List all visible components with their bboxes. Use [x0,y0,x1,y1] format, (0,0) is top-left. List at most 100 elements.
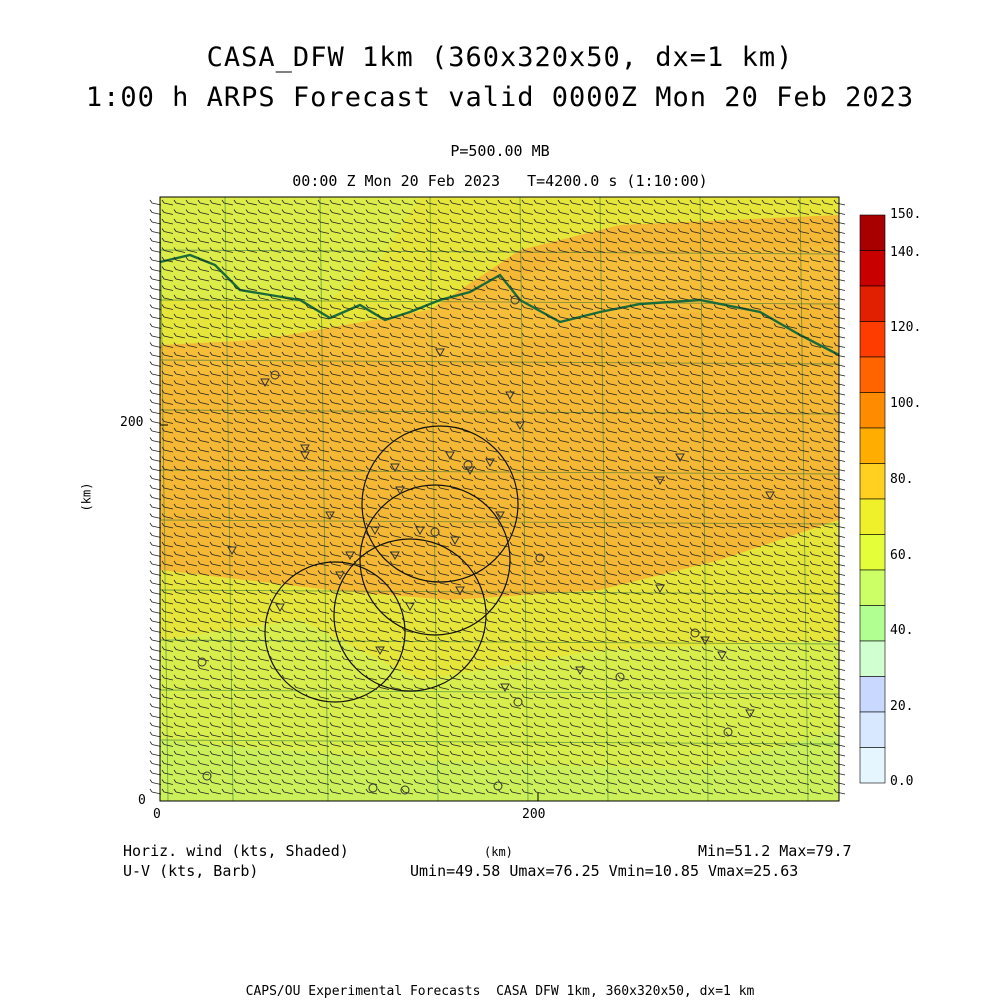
wind-barb-icon [581,304,594,310]
wind-barb-icon [725,627,738,633]
wind-barb-icon [617,465,630,472]
wind-barb-icon [641,218,654,225]
wind-barb-icon [833,779,846,785]
wind-barb-icon [233,361,246,367]
wind-barb-icon [689,370,702,377]
wind-barb-icon [233,627,246,633]
wind-barb-icon [809,579,822,586]
wind-barb-icon [413,332,426,339]
wind-barb-icon [557,522,570,529]
wind-barb-icon [713,598,726,605]
wind-barb-icon [521,285,534,291]
wind-barb-icon [725,294,738,301]
wind-barb-icon [245,418,258,424]
wind-barb-icon [221,598,234,605]
wind-barb-icon [581,684,594,690]
wind-barb-icon [221,693,234,700]
wind-barb-icon [245,665,258,671]
wind-barb-icon [605,351,618,358]
wind-barb-icon [689,741,702,747]
wind-barb-icon [605,494,618,500]
wind-barb-icon [317,199,330,206]
wind-barb-icon [461,446,474,453]
wind-barb-icon [245,608,258,614]
wind-barb-icon [533,703,546,709]
station-triangle-icon [505,391,515,401]
wind-barb-icon [221,589,234,595]
wind-barb-icon [833,551,846,557]
wind-barb-icon [497,408,510,415]
wind-barb-icon [617,427,630,434]
wind-barb-icon [209,342,222,348]
wind-barb-icon [773,598,786,605]
wind-barb-icon [557,627,570,633]
wind-barb-icon [689,323,702,329]
wind-barb-icon [149,608,162,614]
wind-barb-icon [749,560,762,567]
wind-barb-icon [389,351,402,358]
wind-barb-icon [401,361,414,367]
wind-barb-icon [773,627,786,633]
wind-barb-icon [617,522,630,529]
wind-barb-icon [737,475,750,481]
wind-barb-icon [557,456,570,462]
wind-barb-icon [713,589,726,595]
station-triangle-icon [500,683,510,693]
wind-barb-icon [689,617,702,624]
wind-barb-icon [569,494,582,500]
wind-barb-icon [677,560,690,567]
wind-barb-icon [677,475,690,481]
wind-barb-icon [329,389,342,396]
wind-barb-icon [605,484,618,491]
wind-barb-icon [161,703,174,709]
wind-barb-icon [305,703,318,709]
wind-barb-icon [389,361,402,367]
wind-barb-icon [737,446,750,453]
wind-barb-icon [341,608,354,614]
wind-barb-icon [641,446,654,453]
wind-barb-icon [281,361,294,367]
wind-barb-icon [221,304,234,310]
wind-barb-icon [557,275,570,282]
wind-barb-icon [461,608,474,614]
wind-barb-icon [413,370,426,377]
wind-barb-icon [149,760,162,766]
wind-barb-icon [809,655,822,662]
wind-barb-icon [689,731,702,738]
wind-barb-icon [461,323,474,329]
wind-barb-icon [581,503,594,510]
wind-barb-icon [497,475,510,481]
wind-barb-icon [809,418,822,424]
wind-barb-icon [485,779,498,785]
wind-barb-icon [677,342,690,348]
wind-barb-icon [785,256,798,263]
wind-barb-icon [209,608,222,614]
wind-barb-icon [497,484,510,491]
wind-barb-icon [761,522,774,529]
wind-barb-icon [245,513,258,519]
wind-barb-icon [245,275,258,282]
wind-barb-icon [401,313,414,320]
wind-barb-icon [425,427,438,434]
wind-barb-icon [797,456,810,462]
wind-barb-icon [665,275,678,282]
wind-barb-icon [149,342,162,348]
wind-barb-icon [461,256,474,263]
wind-barb-icon [509,361,522,367]
wind-barb-icon [293,608,306,614]
wind-barb-icon [449,427,462,434]
wind-barb-icon [689,760,702,766]
wind-barb-icon [221,427,234,434]
wind-barb-icon [809,323,822,329]
wind-barb-icon [413,437,426,443]
wind-barb-icon [641,551,654,557]
wind-barb-icon [149,247,162,253]
wind-barb-icon [245,408,258,415]
wind-barb-icon [401,370,414,377]
wind-barb-icon [701,389,714,396]
wind-barb-icon [785,646,798,652]
wind-barb-icon [545,285,558,291]
wind-barb-icon [545,418,558,424]
wind-barb-icon [557,665,570,671]
wind-barb-icon [617,266,630,272]
